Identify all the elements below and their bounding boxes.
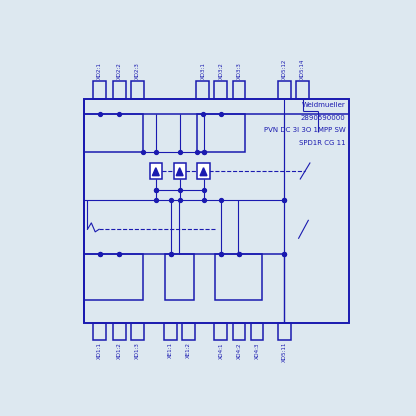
Bar [197, 114, 245, 152]
Text: XD2:2: XD2:2 [116, 62, 121, 79]
Bar [93, 323, 106, 340]
Bar [215, 323, 228, 340]
Text: XD2:3: XD2:3 [135, 62, 140, 79]
Text: XD5:12: XD5:12 [282, 59, 287, 79]
Text: PVN DC 3I 3O 1MPP SW: PVN DC 3I 3O 1MPP SW [264, 127, 345, 134]
Bar [84, 254, 143, 300]
Bar [278, 81, 291, 99]
Polygon shape [200, 168, 207, 176]
Text: SPD1R CG 11: SPD1R CG 11 [299, 140, 345, 146]
Bar [215, 254, 262, 300]
Bar [196, 81, 209, 99]
Bar [233, 81, 245, 99]
Bar [182, 323, 195, 340]
Bar [165, 254, 194, 300]
Text: XD5:14: XD5:14 [300, 59, 305, 79]
Text: XD1:1: XD1:1 [97, 342, 102, 359]
Bar [215, 81, 228, 99]
Bar [233, 323, 245, 340]
Text: XO4:1: XO4:1 [218, 342, 223, 359]
Bar [198, 163, 210, 179]
Text: XO4:2: XO4:2 [236, 342, 242, 359]
Bar [131, 81, 144, 99]
Bar [113, 81, 126, 99]
Bar [296, 81, 309, 99]
Text: XE1:2: XE1:2 [186, 342, 191, 358]
Text: XE1:1: XE1:1 [168, 342, 173, 358]
Text: XO4:3: XO4:3 [255, 342, 260, 359]
Bar [84, 114, 143, 152]
Text: Weidmueller: Weidmueller [302, 102, 345, 108]
Text: XD3:2: XD3:2 [218, 62, 223, 79]
Polygon shape [176, 168, 183, 176]
Text: XD1:2: XD1:2 [116, 342, 121, 359]
Bar [150, 163, 162, 179]
Bar [93, 81, 106, 99]
Bar [278, 323, 291, 340]
Text: XD3:3: XD3:3 [236, 62, 242, 79]
Text: XD2:1: XD2:1 [97, 62, 102, 79]
Text: 2890590000: 2890590000 [301, 115, 345, 121]
Text: XD1:3: XD1:3 [135, 342, 140, 359]
Bar [164, 323, 177, 340]
Text: XD5:11: XD5:11 [282, 342, 287, 362]
Polygon shape [152, 168, 159, 176]
Bar [84, 99, 349, 323]
Bar [173, 163, 186, 179]
Bar [113, 323, 126, 340]
Bar [250, 323, 263, 340]
Bar [131, 323, 144, 340]
Text: XD3:1: XD3:1 [201, 62, 206, 79]
